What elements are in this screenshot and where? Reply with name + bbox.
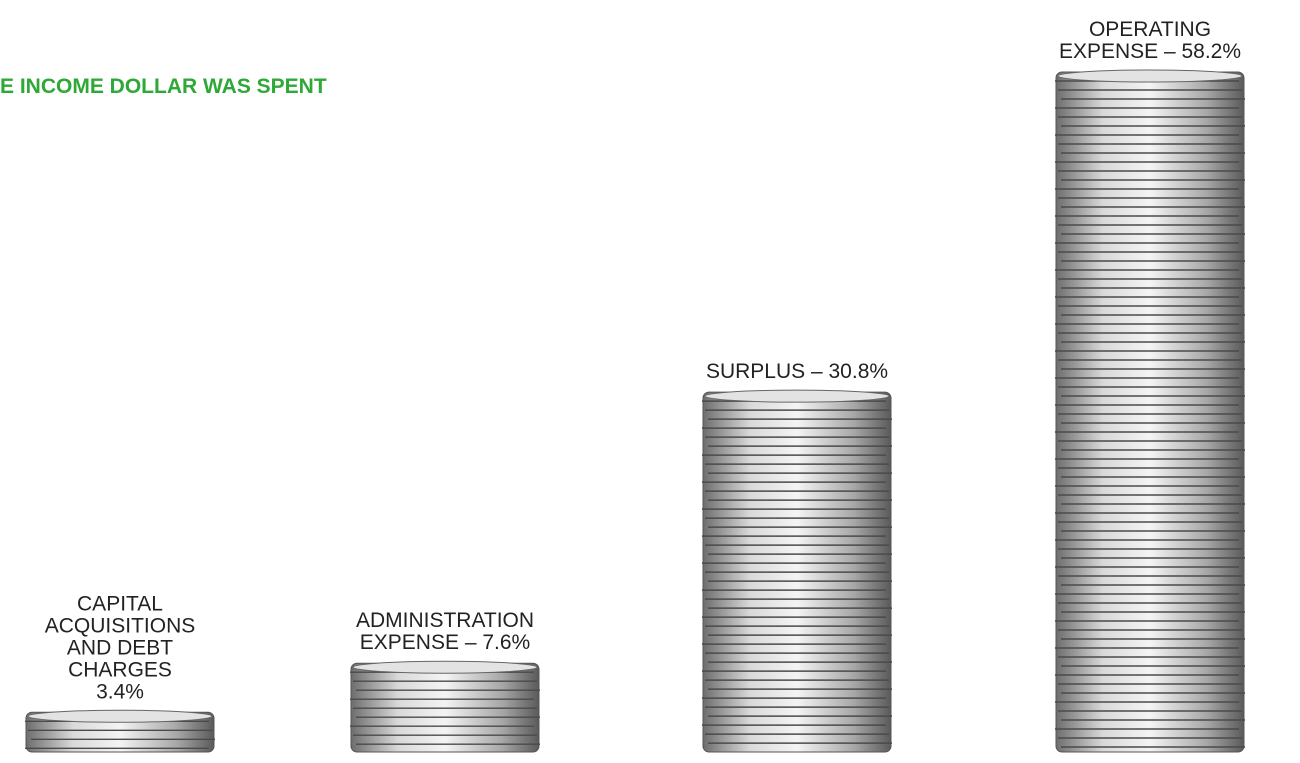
category-label: CHARGES (68, 658, 172, 681)
coin-top (353, 661, 537, 673)
category-label: 3.4% (96, 680, 144, 703)
category-label: CAPITAL (77, 592, 163, 615)
category-label: OPERATING (1089, 18, 1211, 41)
category-label: ACQUISITIONS (45, 614, 196, 637)
chart: E INCOME DOLLAR WAS SPENT CAPITALACQUISI… (0, 0, 1300, 763)
category-label: SURPLUS – 30.8% (706, 360, 888, 383)
category-label: EXPENSE – 58.2% (1059, 40, 1241, 63)
coin-top (1058, 70, 1242, 82)
category-label: EXPENSE – 7.6% (360, 631, 530, 654)
coin-stack (25, 710, 215, 752)
category-label: ADMINISTRATION (356, 609, 534, 632)
coin-stack (1055, 70, 1245, 752)
coin-top (705, 390, 889, 402)
coin-stack (350, 661, 540, 752)
chart-title: E INCOME DOLLAR WAS SPENT (0, 75, 327, 98)
coin-top (28, 710, 212, 722)
category-label: AND DEBT (67, 636, 173, 659)
stack (1056, 72, 1244, 752)
page: E INCOME DOLLAR WAS SPENT CAPITALACQUISI… (0, 0, 1300, 763)
coin-stack (702, 390, 892, 752)
